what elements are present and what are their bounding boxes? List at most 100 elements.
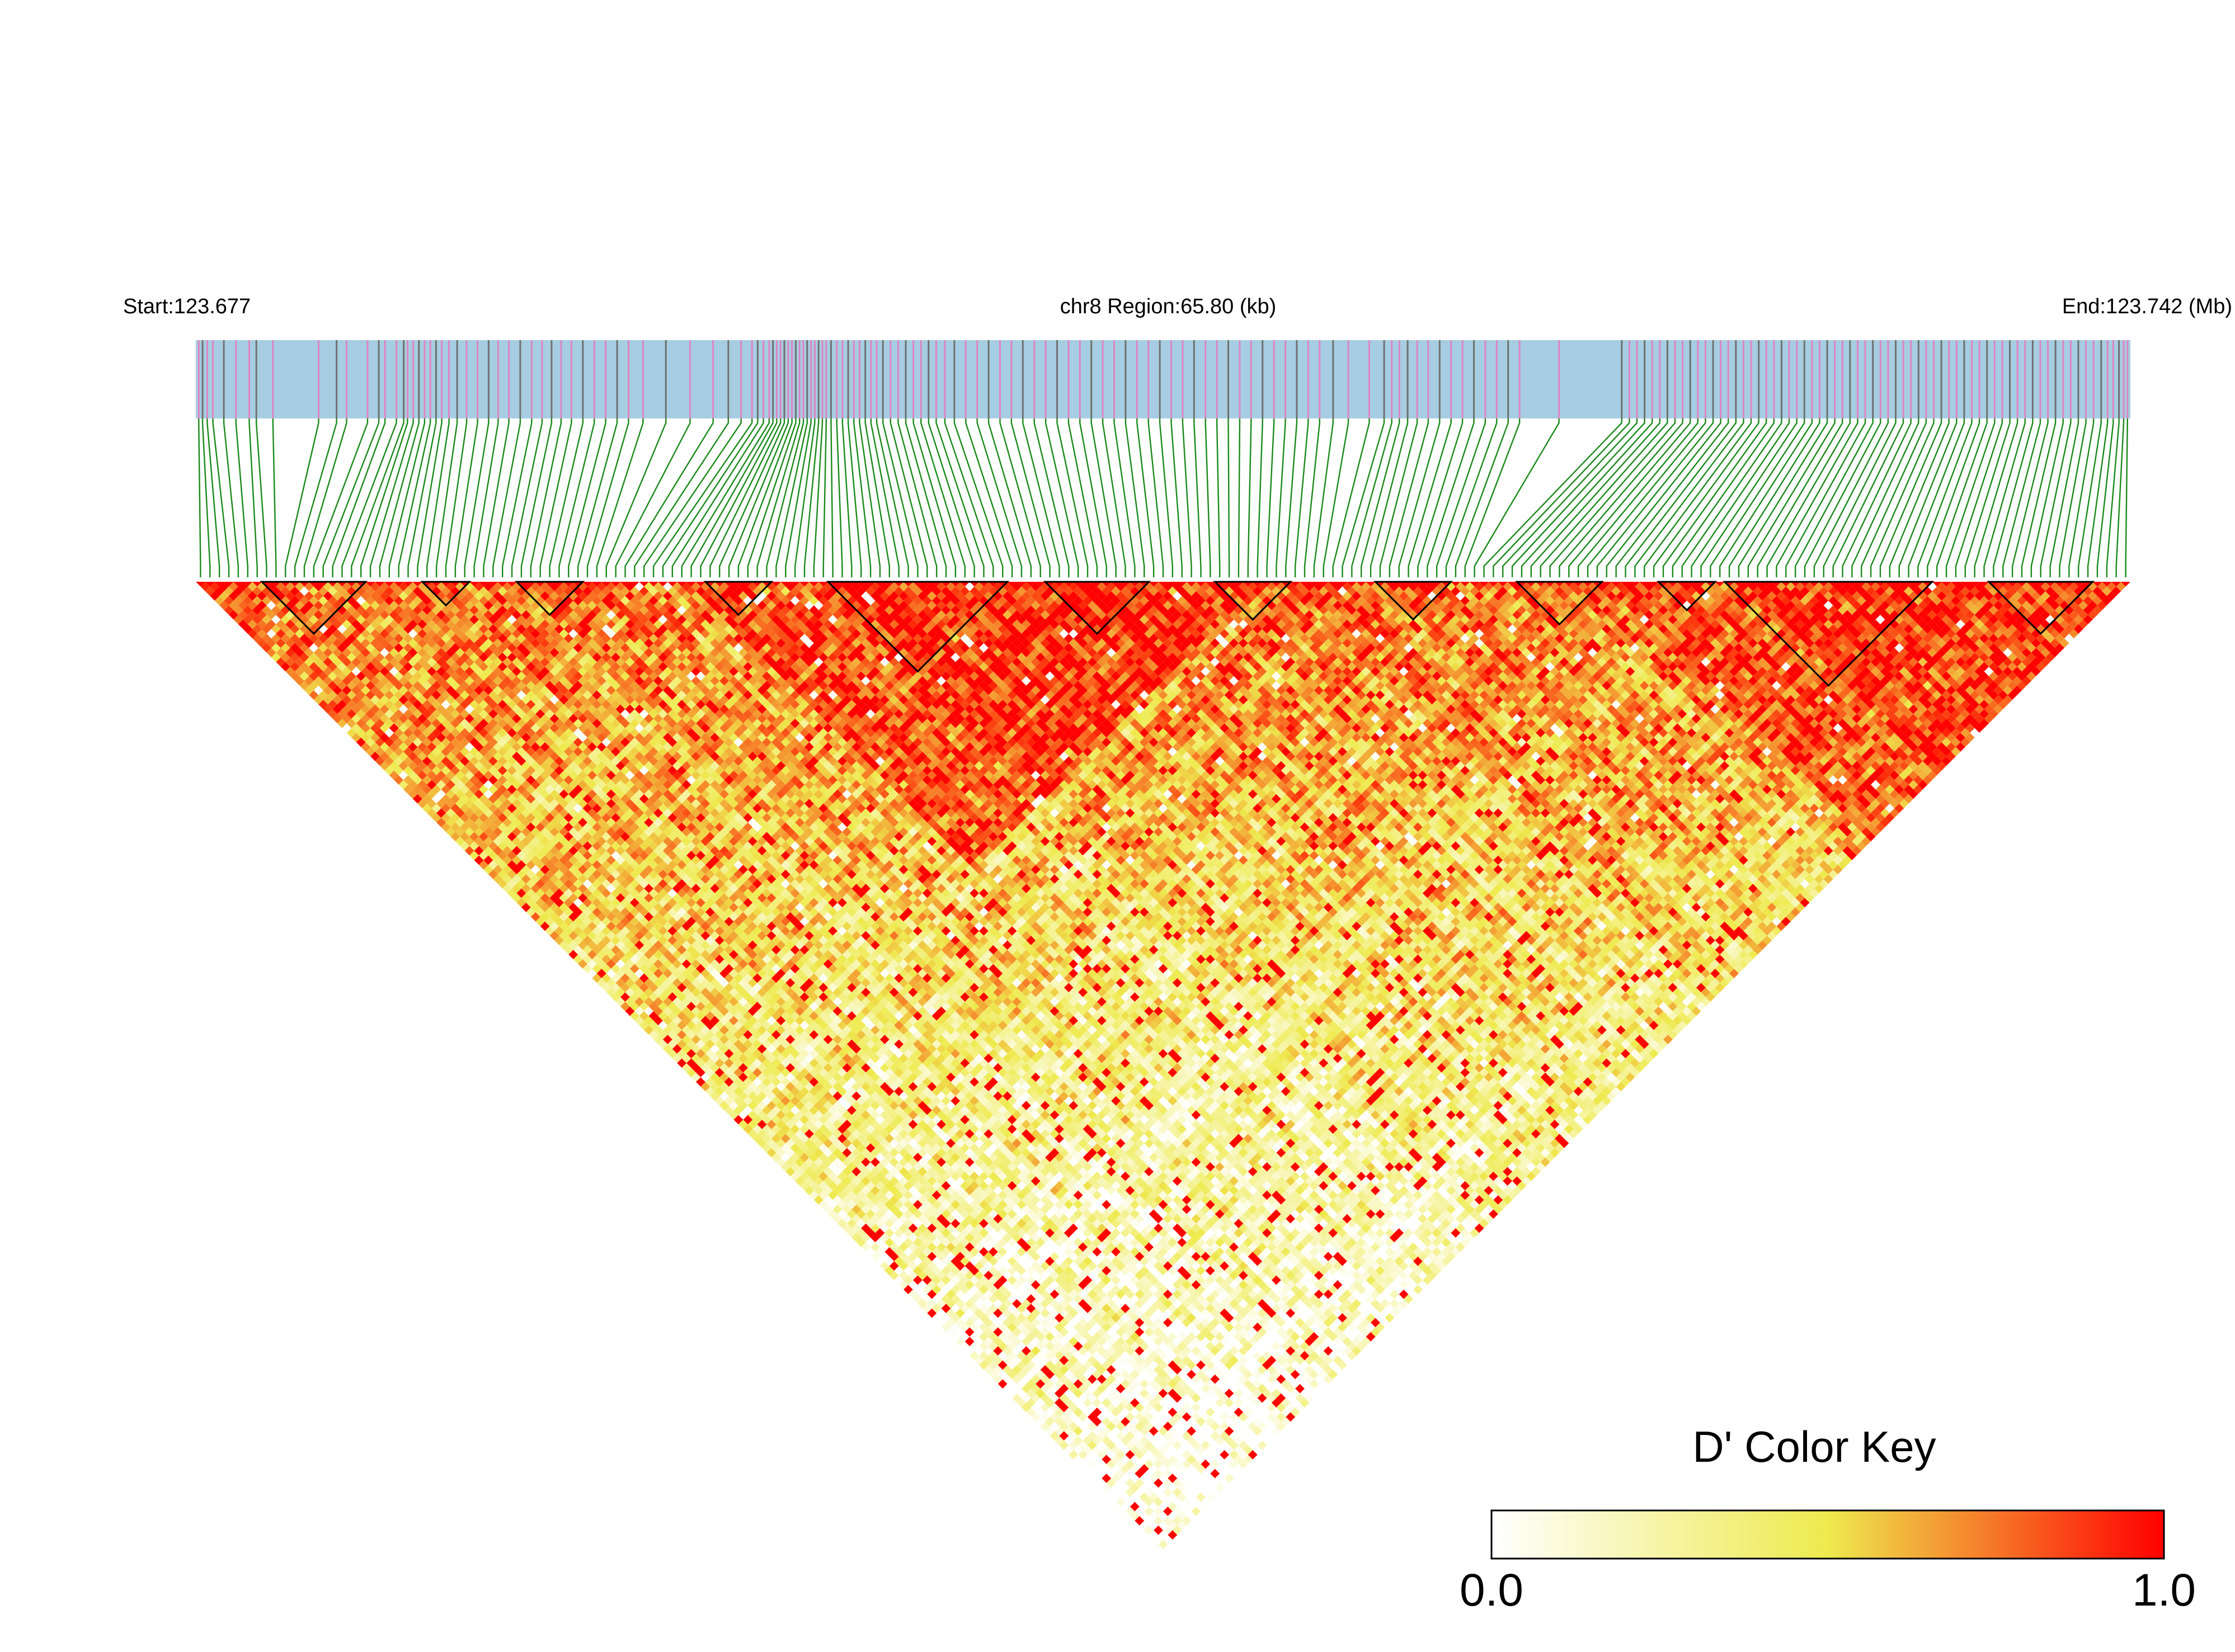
ld-cell [1045,1416,1055,1427]
ld-cell [795,1166,805,1176]
snp-connector [1700,418,1798,577]
ld-cell [1036,1416,1046,1427]
snp-connector [1238,418,1241,577]
snp-connector [511,418,543,577]
ld-cell [431,813,441,823]
ld-cell [483,846,493,856]
ld-cell [323,685,333,695]
snp-connector [897,418,938,577]
ld-cell [252,615,262,624]
ld-cell [563,945,573,955]
snp-connector [700,418,778,577]
ld-cell [997,1379,1008,1389]
ld-cell [507,869,517,879]
snp-connector [1170,418,1183,577]
snp-connector [624,418,714,577]
ld-cell [431,794,441,804]
snp-connector [718,418,785,577]
ld-cell [313,685,323,695]
ld-cell [898,1270,909,1281]
snp-connector [803,418,820,577]
snp-connector [1540,418,1668,577]
snp-connector [285,418,319,577]
ld-cell [502,874,512,884]
ld-cell [837,1209,847,1219]
snp-tick-group [197,340,2129,418]
ld-heatmap [196,582,2130,1549]
snp-connector [2021,418,2057,577]
ld-cell [729,1100,738,1110]
ld-cell [210,582,220,591]
snp-connector [935,418,985,577]
snp-connector [822,418,827,577]
ld-cell [639,1001,649,1011]
snp-connector [1398,418,1441,577]
ld-cell [398,780,408,790]
snp-connector [1823,418,1897,577]
ld-cell [412,784,422,794]
ld-cell [554,935,564,945]
snp-connector [1079,418,1107,577]
snp-connector [1851,418,1919,577]
ld-cell [210,591,220,601]
ld-cell [295,676,304,686]
ld-cell [1149,1521,1159,1531]
ld-cell [526,907,536,917]
snp-connector [1483,418,1623,577]
ld-cell [295,666,304,676]
ld-cell [365,728,375,738]
ld-cell [493,874,503,884]
ld-cell [535,898,545,907]
ld-cell [379,742,389,752]
snp-connector [794,418,816,577]
ld-cell [559,940,569,950]
ld-cell [304,666,314,676]
ld-cell [474,855,484,865]
ld-cell [460,822,470,832]
ld-cell [894,1275,904,1285]
snp-connector [1832,418,1904,577]
ld-cell [1149,1530,1159,1540]
snp-connector [1672,418,1775,577]
snp-connector [1889,418,1950,577]
snp-connector [398,418,431,577]
ld-cell [549,931,559,940]
snp-connector [1427,418,1475,577]
ld-cell [667,1048,677,1058]
ld-cell [398,761,408,771]
ld-cell [818,1199,829,1209]
snp-connector [1776,418,1858,577]
snp-connector [435,418,458,577]
ld-cell [309,690,319,700]
ld-cell [1125,1497,1135,1507]
ld-cell [955,1336,965,1347]
ld-cell [568,949,578,959]
snp-connector [890,418,928,577]
ld-cell [596,968,606,978]
snp-connector [1147,418,1164,577]
snp-connector [1342,418,1385,577]
snp-connector [313,418,369,577]
ld-cell [846,1228,857,1238]
ld-cell [766,1148,777,1157]
snp-connector [944,418,994,577]
snp-connector [615,418,691,577]
ld-cell [639,1011,649,1021]
ld-cell [502,865,512,874]
ld-cell [606,978,616,988]
ld-cell [846,1218,857,1229]
snp-connector [303,418,347,577]
ld-cell [346,709,356,719]
ld-cell [493,855,503,865]
snp-connector [1578,418,1699,577]
ld-cell [488,850,498,860]
region-end-label: End:123.742 (Mb) [2062,295,2232,318]
ld-cell [441,803,451,813]
snp-connector [332,418,386,577]
snp-connector [634,418,730,577]
snp-connector [1257,418,1263,577]
snp-connector [2096,418,2114,577]
snp-connector [1662,418,1767,577]
ld-cell [488,860,498,870]
ld-cell [280,662,290,672]
